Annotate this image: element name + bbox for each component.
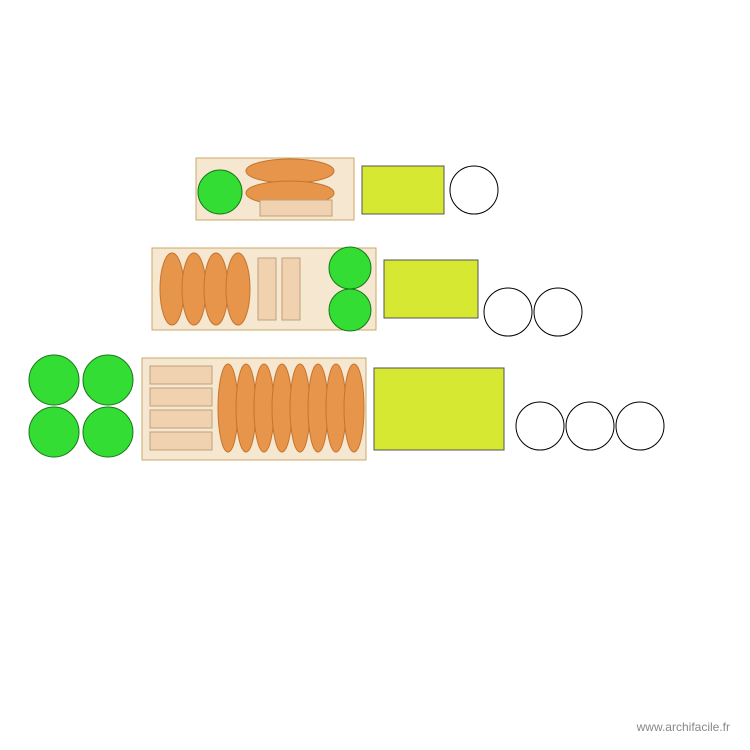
sauce-circle <box>484 288 532 336</box>
diagram-canvas: 2FAT TENDERS1 TOASTColeslawFrites 1PSauc… <box>0 0 750 750</box>
tender <box>326 364 346 452</box>
sauce-circle <box>616 402 664 450</box>
footer-credit: www.archifacile.fr <box>637 720 730 734</box>
frites-box <box>374 368 504 450</box>
tender <box>246 159 334 183</box>
toast <box>282 258 300 320</box>
toast <box>260 200 332 216</box>
tender <box>272 364 292 452</box>
tender <box>204 253 228 325</box>
coleslaw-circle <box>329 247 371 289</box>
tender <box>254 364 274 452</box>
toast <box>150 410 212 428</box>
coleslaw-circle <box>29 355 79 405</box>
coleslaw-circle <box>29 407 79 457</box>
tender <box>218 364 238 452</box>
toast <box>150 366 212 384</box>
toast <box>150 388 212 406</box>
coleslaw-circle <box>198 170 242 214</box>
frites-box <box>384 260 478 318</box>
sauce-circle <box>566 402 614 450</box>
sauce-circle <box>534 288 582 336</box>
frites-box <box>362 166 444 214</box>
toast <box>258 258 276 320</box>
coleslaw-circle <box>83 355 133 405</box>
sauce-circle <box>450 166 498 214</box>
coleslaw-circle <box>329 289 371 331</box>
tender <box>182 253 206 325</box>
tender <box>290 364 310 452</box>
tender <box>160 253 184 325</box>
sauce-circle <box>516 402 564 450</box>
tender <box>308 364 328 452</box>
toast <box>150 432 212 450</box>
coleslaw-circle <box>83 407 133 457</box>
tender <box>344 364 364 452</box>
tender <box>226 253 250 325</box>
tender <box>236 364 256 452</box>
